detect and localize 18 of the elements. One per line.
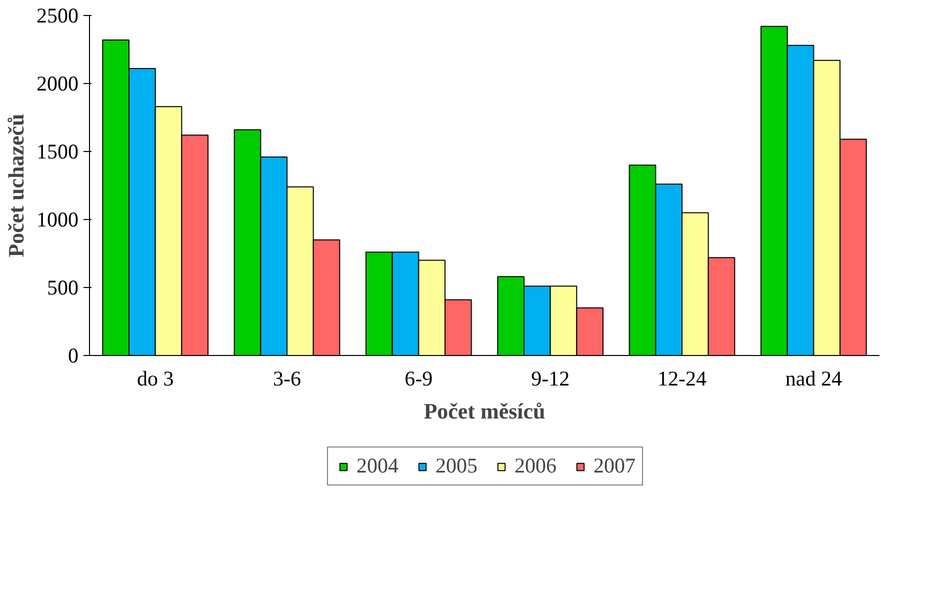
legend-label: 2004 [356, 454, 398, 478]
x-tick-label: 9-12 [531, 366, 570, 390]
x-tick-label: nad 24 [785, 366, 842, 390]
x-tick-label: 3-6 [273, 366, 302, 390]
x-tick-label: 12-24 [658, 366, 707, 390]
x-tick-label: do 3 [136, 366, 174, 390]
y-tick-label: 1000 [36, 208, 78, 232]
y-tick-label: 1500 [36, 140, 78, 164]
y-axis-title: Počet uchazečů [4, 114, 28, 258]
legend-label: 2005 [436, 454, 478, 478]
y-tick-label: 0 [68, 344, 78, 368]
y-tick-label: 2500 [36, 4, 78, 28]
legend-label: 2007 [594, 454, 636, 478]
x-tick-label: 6-9 [404, 366, 433, 390]
y-tick-label: 2000 [36, 72, 78, 96]
x-axis-title: Počet měsíců [424, 398, 546, 424]
y-tick-label: 500 [47, 276, 78, 300]
legend-label: 2006 [514, 454, 556, 478]
